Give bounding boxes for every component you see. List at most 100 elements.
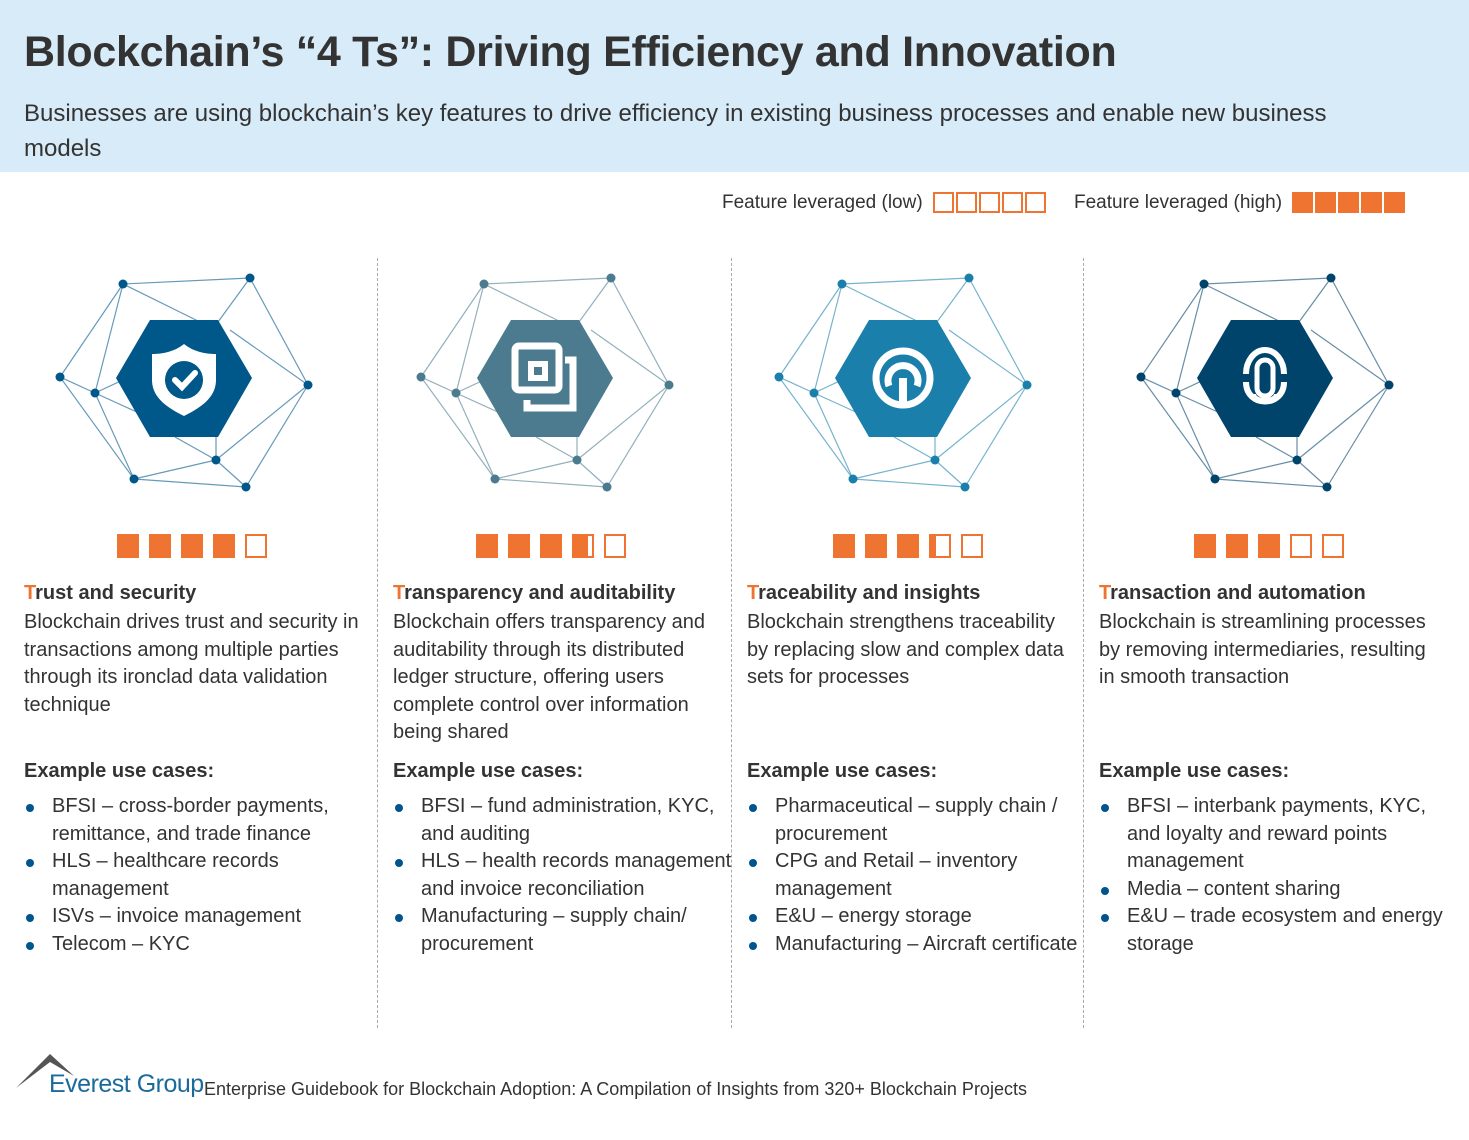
graph-node: [490, 474, 500, 484]
graph-node: [1199, 279, 1209, 289]
graph-node: [774, 372, 784, 382]
graph-edge: [94, 392, 135, 480]
rating-square: [1258, 534, 1280, 558]
graph-edge: [813, 392, 854, 480]
column-divider: [377, 258, 378, 1028]
use-cases-label: Example use cases:: [24, 760, 215, 782]
graph-edge: [420, 376, 457, 394]
use-case-list: BFSI – interbank payments, KYC, and loya…: [1099, 793, 1449, 958]
graph-edge: [1175, 392, 1232, 419]
graph-edge: [778, 283, 843, 378]
rating-square: [1194, 534, 1216, 558]
rating-square: [117, 534, 139, 558]
use-case-item: Media – content sharing: [1099, 876, 1449, 904]
rating-square: [865, 534, 887, 558]
graph-edge: [215, 459, 247, 488]
rating-square: [149, 534, 171, 558]
graph-edge: [1330, 277, 1390, 386]
graph-edge: [249, 277, 309, 386]
feature-description: Blockchain is streamlining processes by …: [1099, 611, 1426, 688]
graph-edge: [1214, 459, 1298, 480]
graph-edge: [590, 329, 670, 386]
graph-edge: [1298, 277, 1332, 323]
feature-title: Trust and security: [24, 582, 197, 604]
rating-square: [213, 534, 235, 558]
graph-edge: [948, 329, 1028, 386]
graph-edge: [576, 384, 670, 461]
graph-edge: [245, 384, 309, 488]
graph-edge: [841, 283, 920, 323]
graph-edge: [59, 376, 135, 480]
rating-square: [245, 534, 267, 558]
graph-edge: [133, 459, 217, 480]
graph-edge: [1175, 392, 1216, 480]
legend-low-label: Feature leveraged (low): [722, 192, 923, 213]
rating-square: [897, 534, 919, 558]
graph-edge: [1175, 283, 1205, 394]
graph-edge: [455, 392, 496, 480]
graph-edge: [455, 283, 485, 394]
use-case-item: E&U – energy storage: [747, 903, 1084, 931]
use-case-item: ISVs – invoice management: [24, 903, 378, 931]
hexagon: [116, 320, 252, 437]
graph-node: [303, 380, 313, 390]
graph-edge: [455, 371, 502, 394]
graph-node: [1326, 273, 1336, 283]
column-divider: [731, 258, 732, 1028]
hexagon: [477, 320, 613, 437]
graph-edge: [1326, 384, 1390, 488]
graph-edge: [494, 478, 608, 488]
graph-edge: [934, 459, 966, 488]
graph-node: [1171, 388, 1181, 398]
graph-edge: [122, 283, 201, 323]
graph-edge: [1140, 376, 1177, 394]
graph-edge: [1203, 283, 1282, 323]
graph-edge: [215, 384, 309, 461]
graph-edge: [852, 478, 966, 488]
feature-rating: [117, 534, 267, 558]
graph-edge: [778, 376, 854, 480]
graph-edge: [1214, 478, 1328, 488]
graph-node: [479, 279, 489, 289]
graph-node: [451, 388, 461, 398]
graph-edge: [1310, 329, 1390, 386]
column-divider: [1083, 258, 1084, 1028]
graph-node: [848, 474, 858, 484]
graph-node: [129, 474, 139, 484]
graph-node: [960, 482, 970, 492]
use-case-item: HLS – health records management and invo…: [393, 848, 732, 903]
graph-node: [1384, 380, 1394, 390]
graph-edge: [1255, 436, 1298, 461]
graph-edge: [420, 283, 485, 378]
feature-title: Transaction and automation: [1099, 582, 1366, 604]
graph-edge: [59, 376, 96, 394]
graph-edge: [578, 277, 612, 323]
graph-edge: [1203, 277, 1332, 285]
use-case-item: Pharmaceutical – supply chain / procurem…: [747, 793, 1084, 848]
footer: Everest Group Enterprise Guidebook for B…: [16, 1050, 1027, 1102]
graph-node: [572, 455, 582, 465]
feature-description: Blockchain strengthens traceability by r…: [747, 611, 1064, 688]
legend-low: Feature leveraged (low): [722, 192, 1048, 214]
graph-node: [809, 388, 819, 398]
graph-node: [55, 372, 65, 382]
graph-node: [241, 482, 251, 492]
use-case-item: BFSI – cross-border payments, remittance…: [24, 793, 378, 848]
use-case-item: Manufacturing – Aircraft certificate: [747, 931, 1084, 959]
graph-node: [602, 482, 612, 492]
rating-square: [1322, 534, 1344, 558]
graph-node: [964, 273, 974, 283]
graph-edge: [1175, 371, 1222, 394]
graph-edge: [893, 436, 936, 461]
copy-squares-icon: [511, 342, 577, 412]
rating-square: [508, 534, 530, 558]
legend-low-squares: [932, 192, 1048, 214]
graph-edge: [813, 392, 870, 419]
everest-group-logo: Everest Group: [16, 1050, 204, 1102]
graph-node: [245, 273, 255, 283]
graph-node: [837, 279, 847, 289]
graph-edge: [1296, 459, 1328, 488]
rating-square: [1290, 534, 1312, 558]
graph-edge: [483, 277, 612, 285]
graph-edge: [455, 392, 512, 419]
